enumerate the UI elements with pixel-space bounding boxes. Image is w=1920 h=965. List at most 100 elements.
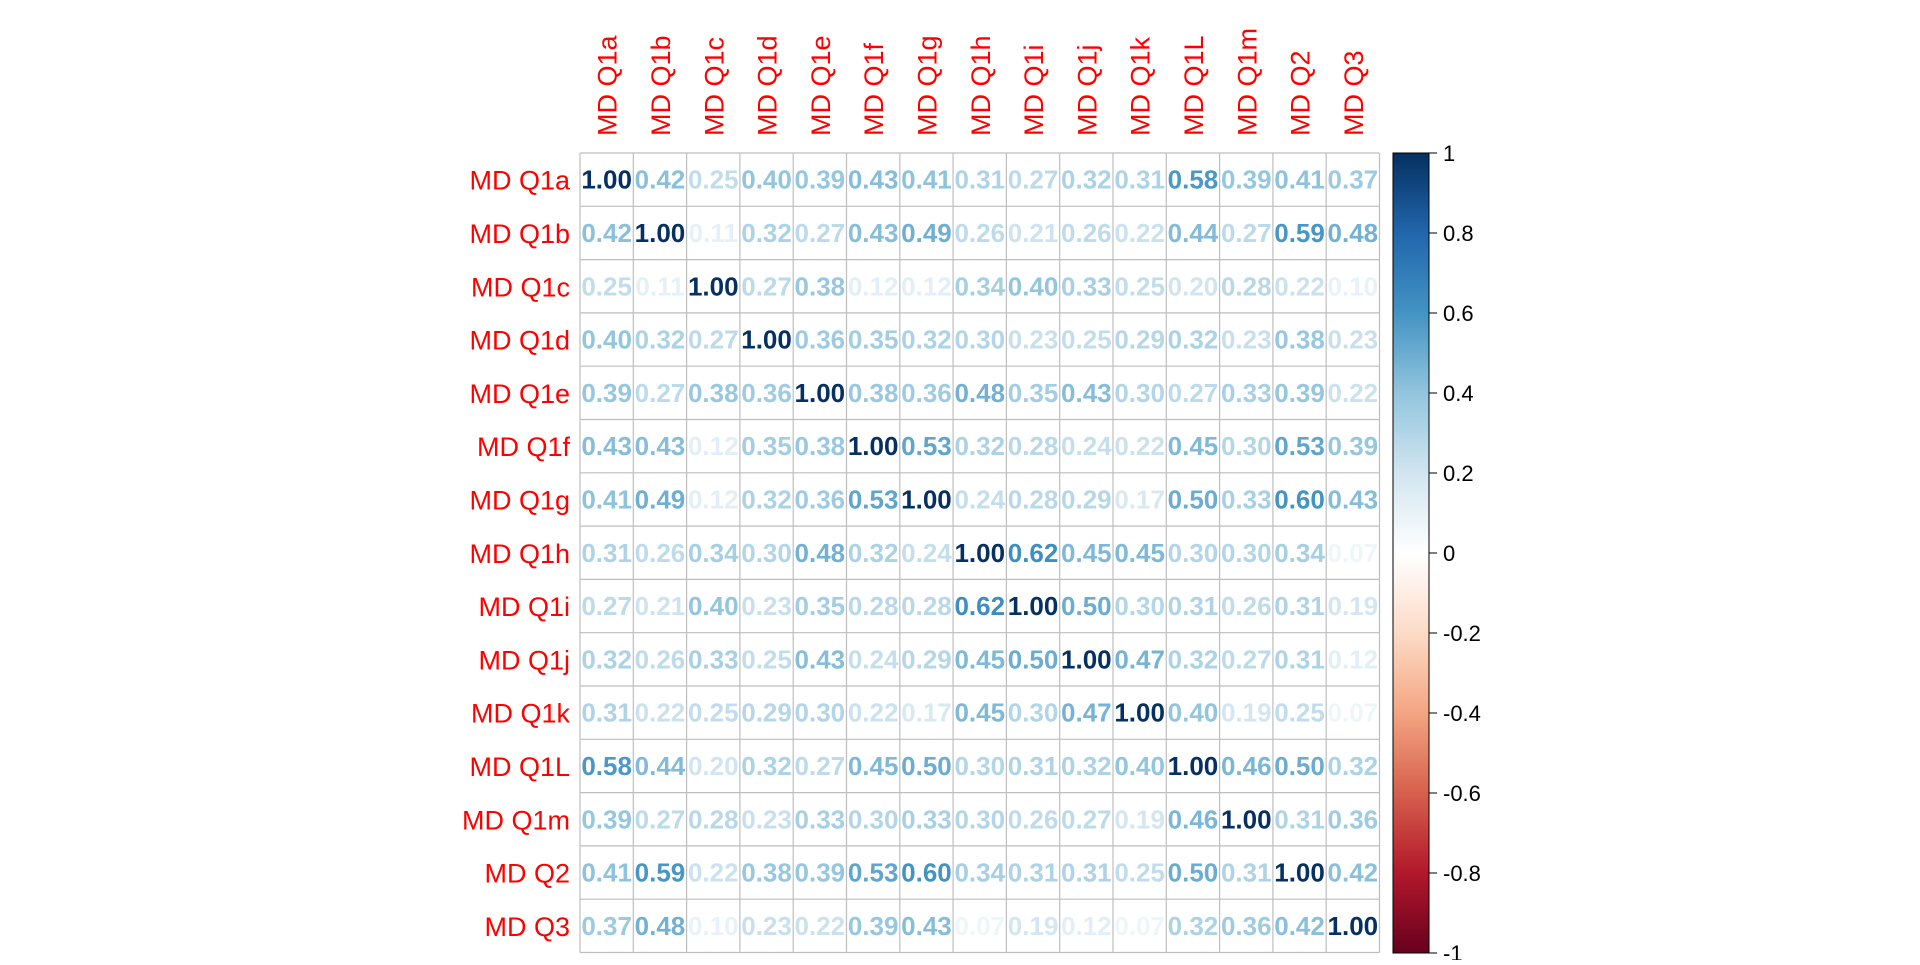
cell-value-label: 0.24 [954,484,1005,514]
matrix-cell [686,312,740,367]
matrix-cell [1272,792,1327,846]
cell-value-label: 0.33 [795,804,846,834]
matrix-cell [793,899,847,953]
cell-value-label: 0.31 [1168,591,1219,621]
cell-value-label: 0.62 [954,591,1005,621]
cell-value-label: 0.29 [1114,325,1165,355]
column-label: MD Q1f [859,42,889,136]
matrix-cell [1059,632,1113,686]
cell-value-label: 0.40 [1114,751,1165,781]
matrix-cell [739,259,794,313]
cell-value-label: 0.43 [635,431,686,461]
matrix-cell [686,792,740,846]
cell-value-label: 0.42 [1328,858,1379,888]
colorbar-tick-label: -0.6 [1443,781,1481,806]
matrix-cell [953,792,1007,846]
cell-value-label: 0.39 [581,804,632,834]
cell-value-label: 0.37 [1328,165,1379,195]
matrix-cell [846,366,900,420]
cell-value-label: 0.32 [741,751,792,781]
cell-value-label: 0.22 [688,858,739,888]
matrix-cell [580,579,634,633]
cell-value-label: 0.32 [1061,751,1112,781]
cell-value-label: 0.39 [848,911,899,941]
matrix-cell [1059,792,1113,846]
row-label: MD Q3 [484,912,570,942]
cell-value-label: 0.21 [635,591,686,621]
cell-value-label: 0.31 [1114,165,1165,195]
cell-value-label: 0.23 [741,591,792,621]
cell-value-label: 0.45 [848,751,899,781]
matrix-cell [1166,632,1220,686]
cell-value-label: 0.34 [688,538,739,568]
matrix-cell [846,579,900,633]
cell-value-label: 0.30 [1221,431,1272,461]
matrix-cell [633,472,687,527]
matrix-cell [899,259,954,313]
matrix-cell [633,579,687,633]
cell-value-label: 0.23 [1328,325,1379,355]
cell-value-label: 0.46 [1221,751,1272,781]
matrix-cell-labels: 1.00 0.42 0.25 0.40 0.39 0.43 0.41 0.31 0.27 0.32… [581,165,1378,941]
cell-value-label: 0.45 [1114,538,1165,568]
matrix-cell [793,472,847,527]
cell-value-label: 0.39 [1274,378,1325,408]
cell-value-label: 0.27 [1168,378,1219,408]
cell-value-label: 0.50 [1061,591,1112,621]
matrix-cell [1326,419,1380,473]
cell-value-label: 0.26 [954,218,1005,248]
cell-value-label: 0.50 [1274,751,1325,781]
cell-value-label: 1.00 [1114,698,1165,728]
matrix-cell [1326,686,1380,740]
cell-value-label: 0.27 [581,591,632,621]
cell-value-label: 0.12 [688,484,739,514]
cell-value-label: 0.27 [635,804,686,834]
matrix-cell [1166,899,1220,953]
cell-value-label: 0.33 [1221,484,1272,514]
matrix-cell [1272,472,1327,527]
matrix-cell [739,686,794,740]
matrix-cell [739,206,794,260]
cell-value-label: 0.11 [689,218,738,248]
matrix-cell [899,206,954,260]
matrix-cell [1059,686,1113,740]
cell-value-label: 0.41 [901,165,952,195]
matrix-cell [1219,366,1273,420]
cell-value-label: 0.50 [1168,858,1219,888]
cell-value-label: 0.22 [635,698,686,728]
matrix-cell [1219,312,1273,367]
matrix-cell [633,312,687,367]
matrix-cell [1166,366,1220,420]
colorbar-tick-label: -1 [1443,941,1463,960]
matrix-cell [953,153,1007,207]
colorbar-gradient [1392,152,1430,954]
matrix-cell [953,739,1007,793]
matrix-cell [1326,206,1380,260]
cell-value-label: 0.12 [848,271,899,301]
matrix-cell [739,419,794,473]
cell-value-label: 0.30 [795,698,846,728]
cell-value-label: 0.47 [1114,644,1165,674]
matrix-cell [1219,739,1273,793]
cell-value-label: 0.41 [581,484,632,514]
matrix-cell [739,312,794,367]
matrix-cell [633,526,687,580]
matrix-cell [1326,312,1380,367]
cell-value-label: 0.41 [581,858,632,888]
matrix-cell [580,526,634,580]
cell-value-label: 0.23 [741,804,792,834]
matrix-cell [686,739,740,793]
matrix-cell [686,259,740,313]
colorbar-tick-label: 0.4 [1443,381,1474,406]
matrix-cell [846,845,900,900]
cell-value-label: 0.43 [1061,378,1112,408]
row-label: MD Q1f [477,432,571,462]
cell-value-label: 0.25 [741,644,792,674]
cell-value-label: 0.30 [954,325,1005,355]
cell-value-label: 0.35 [741,431,792,461]
cell-value-label: 0.49 [635,484,686,514]
column-label: MD Q1m [1232,28,1262,136]
matrix-cell [1326,579,1380,633]
column-label: MD Q1d [753,35,783,136]
